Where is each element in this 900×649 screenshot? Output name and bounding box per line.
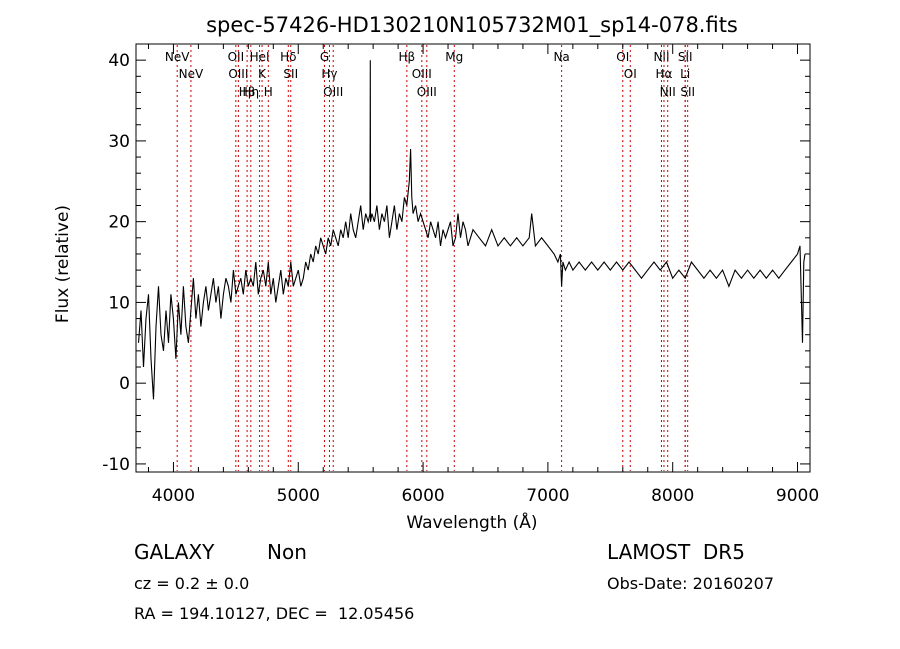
line-marker-label: Li (680, 67, 690, 81)
y-tick-label: 10 (108, 293, 130, 313)
object-subclass: Non (267, 540, 307, 564)
x-tick-label: 9000 (776, 486, 819, 506)
line-marker-label: OII (228, 50, 245, 64)
x-tick-label: 4000 (152, 486, 195, 506)
line-marker-label: HeI (250, 50, 270, 64)
y-tick-label: 20 (108, 213, 130, 233)
spectrum-line-group (137, 60, 806, 400)
line-marker-label: NII (653, 50, 669, 64)
obs-date: Obs-Date: 20160207 (607, 574, 775, 593)
line-marker-label: Mg (445, 50, 463, 64)
line-marker-label: Hδ (280, 50, 296, 64)
line-marker-label: OIII (323, 85, 343, 99)
x-tick-label: 5000 (277, 486, 320, 506)
line-marker-label: SII (680, 85, 695, 99)
line-marker-label: NII (660, 85, 676, 99)
coordinates: RA = 194.10127, DEC = 12.05456 (134, 604, 415, 623)
line-marker-label: OIII (412, 67, 432, 81)
redshift-text: cz = 0.2 ± 0.0 (134, 574, 250, 593)
y-axis: -10 0 10 20 30 40 (102, 51, 810, 475)
line-marker-label: Hη (243, 85, 260, 99)
line-marker-label: NeV (179, 67, 204, 81)
line-marker-label: OI (616, 50, 629, 64)
line-marker-label: OIII (228, 67, 248, 81)
chart-title: spec-57426-HD130210N105732M01_sp14-078.f… (206, 13, 738, 38)
line-marker-label: K (258, 67, 267, 81)
x-axis-label: Wavelength (Å) (406, 511, 537, 533)
x-tick-label: 7000 (526, 486, 569, 506)
line-marker-label: OI (624, 67, 637, 81)
plot-frame (135, 43, 811, 473)
line-marker-label: NeV (165, 50, 190, 64)
line-marker-label: SII (283, 67, 298, 81)
line-marker-label: Hβ (399, 50, 416, 64)
line-marker-label: H (264, 85, 273, 99)
y-tick-label: 40 (108, 51, 130, 71)
object-class: GALAXY (134, 540, 215, 564)
y-tick-label: 0 (119, 374, 130, 394)
line-marker-label: OIII (417, 85, 437, 99)
y-axis-label: Flux (relative) (53, 205, 73, 323)
y-tick-label: -10 (102, 455, 130, 475)
x-tick-label: 8000 (651, 486, 694, 506)
line-marker-label: Na (553, 50, 569, 64)
line-marker-label: Hα (655, 67, 672, 81)
line-marker-label: Hγ (321, 67, 337, 81)
y-tick-label: 30 (108, 132, 130, 152)
emission-line-markers: NeVNeVOIIOIIIHβHηHeIKHHδSIIGHγOIIIHβOIII… (165, 45, 695, 471)
x-tick-label: 6000 (401, 486, 444, 506)
survey-name: LAMOST DR5 (607, 540, 745, 564)
spectrum-line (137, 60, 806, 400)
x-axis: 4000 5000 6000 7000 8000 9000 (147, 44, 819, 506)
line-marker-label: G (320, 50, 329, 64)
